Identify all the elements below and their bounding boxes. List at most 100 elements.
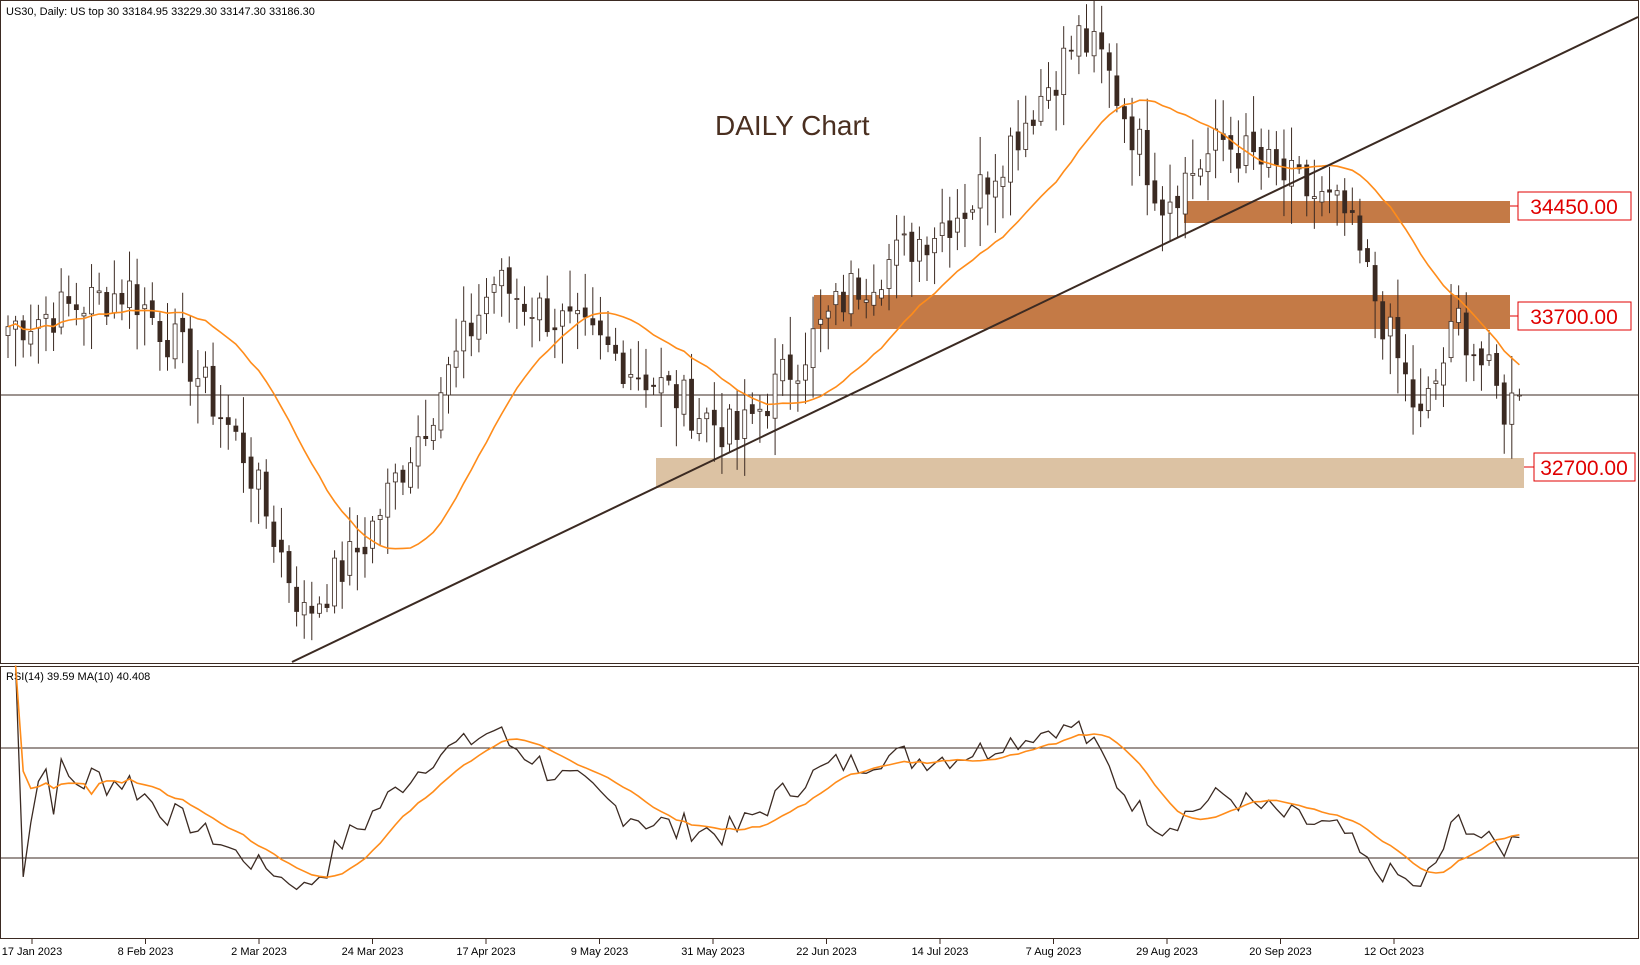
bear-candle xyxy=(1053,89,1059,96)
bear-candle xyxy=(841,291,846,313)
bear-candle xyxy=(582,307,588,318)
bull-candle xyxy=(1509,392,1515,425)
bull-candle xyxy=(491,284,497,293)
bear-candle xyxy=(1258,146,1264,165)
bear-candle xyxy=(362,546,368,555)
bear-candle xyxy=(73,304,79,311)
bear-candle xyxy=(423,435,429,439)
bear-candle xyxy=(225,417,231,425)
bull-candle xyxy=(529,317,535,319)
x-tick-label: 7 Aug 2023 xyxy=(1026,946,1082,958)
bull-candle xyxy=(992,180,998,198)
bull-candle xyxy=(825,310,831,319)
bull-candle xyxy=(347,541,353,576)
bull-candle xyxy=(1311,196,1317,200)
bull-candle xyxy=(537,297,543,321)
bear-candle xyxy=(765,410,770,417)
bull-candle xyxy=(727,408,732,445)
bear-candle xyxy=(689,378,694,431)
bear-candle xyxy=(263,471,269,517)
bear-candle xyxy=(233,425,239,432)
bull-candle xyxy=(446,364,451,396)
bear-candle xyxy=(1015,131,1021,151)
bear-candle xyxy=(1084,28,1089,53)
bear-candle xyxy=(66,296,72,304)
bull-candle xyxy=(1182,172,1188,215)
bull-candle xyxy=(1486,354,1492,361)
bull-candle xyxy=(932,238,937,254)
bull-candle xyxy=(1266,148,1272,168)
zone-32700 xyxy=(656,458,1524,488)
bull-candle xyxy=(575,310,581,315)
bear-candle xyxy=(598,320,603,336)
bull-candle xyxy=(1319,191,1325,203)
bear-candle xyxy=(1251,131,1256,153)
bear-candle xyxy=(673,384,679,409)
bear-candle xyxy=(1296,164,1302,170)
bull-candle xyxy=(1038,95,1044,122)
bull-candle xyxy=(977,174,983,209)
level-label-32700: 32700.00 xyxy=(1540,457,1628,480)
bull-candle xyxy=(818,318,824,325)
bull-candle xyxy=(461,320,467,352)
bull-candle xyxy=(172,323,178,360)
level-box-32700 xyxy=(1533,452,1636,482)
bull-candle xyxy=(681,379,687,415)
bull-candle xyxy=(1448,321,1454,358)
x-tick-label: 24 Mar 2023 xyxy=(342,946,404,958)
bear-candle xyxy=(924,244,930,256)
bull-candle xyxy=(803,364,808,381)
bear-candle xyxy=(119,292,125,305)
bull-candle xyxy=(879,289,884,299)
bull-candle xyxy=(408,462,413,488)
bear-candle xyxy=(1068,49,1074,52)
bull-candle xyxy=(742,409,748,439)
bull-candle xyxy=(871,291,877,306)
x-tick-label: 29 Aug 2023 xyxy=(1136,946,1198,958)
bear-candle xyxy=(165,340,170,358)
bull-candle xyxy=(1167,201,1173,214)
bear-candle xyxy=(468,322,474,337)
bear-candle xyxy=(1501,382,1507,425)
bull-candle xyxy=(772,373,778,419)
bear-candle xyxy=(1122,106,1127,120)
bear-candle xyxy=(734,411,740,440)
bull-candle xyxy=(1190,172,1196,176)
bull-candle xyxy=(1213,128,1219,151)
bear-candle xyxy=(1410,379,1416,408)
bull-candle xyxy=(658,377,664,394)
bull-candle xyxy=(1023,122,1029,150)
bull-candle xyxy=(195,378,201,387)
bear-candle xyxy=(947,220,953,238)
bull-candle xyxy=(970,209,975,213)
level-label-33700: 33700.00 xyxy=(1530,306,1618,329)
bull-candle xyxy=(484,296,489,315)
x-tick-label: 20 Sep 2023 xyxy=(1249,946,1311,958)
bull-candle xyxy=(894,239,900,266)
bear-candle xyxy=(324,603,330,608)
x-tick-label: 14 Jul 2023 xyxy=(912,946,969,958)
x-tick-label: 31 May 2023 xyxy=(681,946,745,958)
bull-candle xyxy=(757,408,763,412)
bull-candle xyxy=(1000,176,1006,187)
bull-candle xyxy=(560,310,565,327)
bear-candle xyxy=(218,417,224,420)
bear-candle xyxy=(635,377,641,380)
bull-candle xyxy=(1433,380,1439,384)
bear-candle xyxy=(286,551,292,584)
bull-candle xyxy=(476,314,482,340)
x-tick-label: 12 Oct 2023 xyxy=(1364,946,1424,958)
bear-candle xyxy=(279,539,284,553)
bear-candle xyxy=(544,298,550,333)
bull-candle xyxy=(1441,362,1446,386)
bull-candle xyxy=(377,514,383,520)
bull-candle xyxy=(89,286,94,315)
bear-candle xyxy=(787,354,793,380)
bear-candle xyxy=(985,177,991,195)
bear-candle xyxy=(210,365,216,417)
bear-candle xyxy=(157,321,163,342)
bull-candle xyxy=(886,259,892,289)
bear-candle xyxy=(719,427,725,448)
bull-candle xyxy=(316,603,322,614)
